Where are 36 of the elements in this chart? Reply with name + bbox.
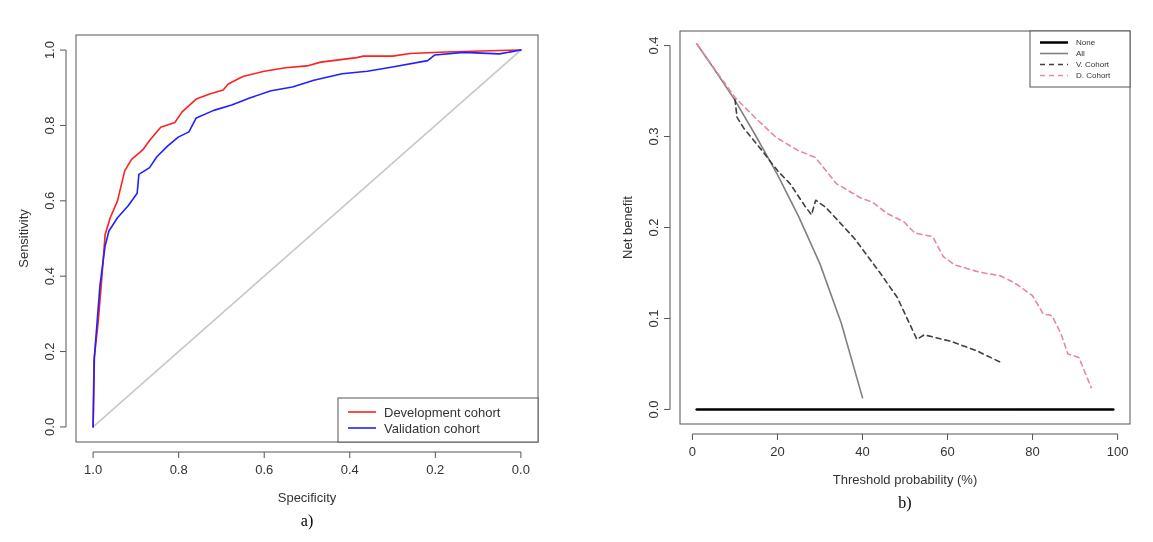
x-axis-title: Threshold probability (%) [832, 472, 978, 487]
x-tick-label: 40 [855, 444, 870, 459]
y-axis-title: Sensitivity [16, 208, 31, 268]
legend-label: None [1076, 38, 1096, 48]
legend-label: D. Cohort [1076, 71, 1112, 81]
x-tick-label: 20 [770, 444, 785, 459]
y-tick-label: 0.4 [42, 267, 57, 286]
x-tick-label: 1.0 [84, 462, 103, 477]
y-tick-label: 0.0 [646, 400, 661, 419]
x-tick-label: 0.4 [340, 462, 359, 477]
y-tick-label: 0.8 [42, 116, 57, 135]
x-tick-label: 0 [688, 444, 697, 459]
line-series [734, 98, 1002, 363]
x-tick-label: 60 [940, 444, 955, 459]
y-tick-label: 0.2 [646, 218, 661, 237]
y-tick-label: 0.6 [42, 191, 57, 210]
legend-label: Validation cohort [384, 420, 481, 436]
y-tick-label: 0.3 [646, 127, 661, 146]
x-tick-label: 0.8 [169, 462, 188, 477]
y-tick-label: 0.1 [646, 309, 661, 328]
legend-label: All [1076, 49, 1086, 59]
y-tick-label: 0.2 [42, 342, 57, 361]
legend-label: V. Cohort [1076, 60, 1110, 70]
x-tick-label: 80 [1025, 444, 1040, 459]
x-tick-label: 0.6 [255, 462, 274, 477]
y-axis-title: Net benefit [620, 195, 635, 259]
y-tick-label: 1.0 [42, 41, 57, 60]
x-tick-label: 0.0 [511, 462, 530, 477]
x-axis-title: Specificity [277, 490, 337, 505]
y-tick-label: 0.4 [646, 36, 661, 55]
x-tick-label: 0.2 [426, 462, 445, 477]
text: a) [300, 512, 314, 530]
legend-label: Development cohort [384, 404, 501, 420]
y-tick-label: 0.0 [42, 417, 57, 436]
text: b) [898, 494, 912, 512]
x-tick-label: 100 [1106, 444, 1129, 459]
